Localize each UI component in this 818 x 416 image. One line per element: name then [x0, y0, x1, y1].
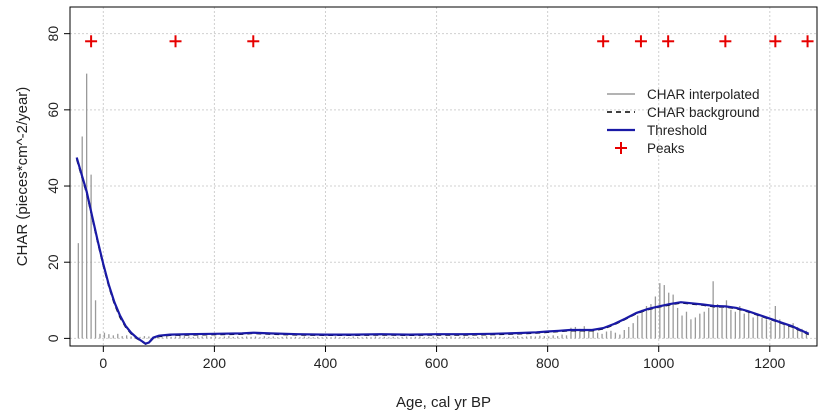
x-axis-label: Age, cal yr BP [396, 394, 491, 411]
legend-label: Threshold [647, 123, 707, 138]
legend-item: Threshold [607, 123, 707, 138]
y-tick-label: 0 [45, 334, 61, 342]
legend: CHAR interpolated CHAR background Threshol… [607, 87, 760, 156]
y-tick-label: 40 [45, 178, 61, 194]
x-tick-label: 0 [99, 355, 107, 371]
peak-marker [634, 35, 647, 48]
axes: 0 200 400 600 800 1000 1200 0 20 40 60 80 [45, 26, 786, 371]
x-tick-label: 1200 [754, 355, 785, 371]
peak-marker [247, 35, 260, 48]
gridlines [70, 7, 817, 346]
legend-item: Peaks [615, 141, 685, 156]
legend-label: CHAR interpolated [647, 87, 760, 102]
legend-item: CHAR interpolated [607, 87, 760, 102]
peak-marker [769, 35, 782, 48]
x-tick-label: 200 [203, 355, 227, 371]
peak-marker [719, 35, 732, 48]
data-series [75, 35, 814, 345]
x-tick-label: 600 [425, 355, 449, 371]
y-tick-label: 20 [45, 254, 61, 270]
x-tick-label: 800 [536, 355, 560, 371]
legend-label: CHAR background [647, 105, 760, 120]
y-axis-label: CHAR (pieces*cm^-2/year) [14, 87, 31, 267]
legend-item: CHAR background [607, 105, 760, 120]
peak-marker [169, 35, 182, 48]
peak-marker [597, 35, 610, 48]
y-tick-label: 80 [45, 26, 61, 42]
peak-marker [85, 35, 98, 48]
peak-marker [662, 35, 675, 48]
threshold-line [75, 157, 810, 345]
peak-marker [801, 35, 814, 48]
legend-label: Peaks [647, 141, 685, 156]
x-tick-label: 1000 [643, 355, 674, 371]
x-tick-label: 400 [314, 355, 338, 371]
y-tick-label: 60 [45, 102, 61, 118]
plot-frame [69, 6, 818, 347]
